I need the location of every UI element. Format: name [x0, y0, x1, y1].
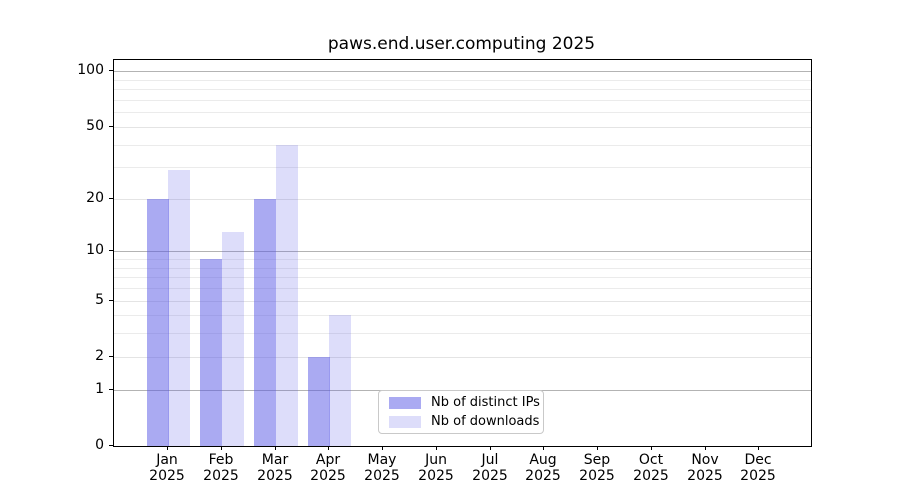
plot-area [113, 59, 812, 447]
gridline-minor [114, 315, 811, 316]
gridline-major [114, 71, 811, 72]
x-axis-tick-label: Jul 2025 [472, 452, 508, 484]
legend-swatch-distinct-ips [389, 396, 421, 409]
gridline-minor [114, 112, 811, 113]
x-tick-mark [490, 446, 491, 450]
x-tick-mark [221, 446, 222, 450]
x-axis-tick-label: Apr 2025 [310, 452, 346, 484]
x-axis-tick-label: Mar 2025 [257, 452, 293, 484]
x-tick-mark [705, 446, 706, 450]
gridline [114, 301, 811, 302]
y-axis-tick-label: 20 [86, 190, 104, 206]
x-axis-tick-label: May 2025 [364, 452, 400, 484]
y-axis-tick-label: 1 [95, 381, 104, 397]
gridline-major [114, 251, 811, 252]
y-tick-mark [109, 445, 113, 446]
gridline-minor [114, 259, 811, 260]
y-tick-mark [109, 198, 113, 199]
x-tick-mark [382, 446, 383, 450]
gridline [114, 127, 811, 128]
y-axis-tick-label: 50 [86, 118, 104, 134]
x-axis-tick-label: Oct 2025 [633, 452, 669, 484]
legend-item-distinct-ips: Nb of distinct IPs [379, 395, 543, 410]
gridline-minor [114, 167, 811, 168]
gridline-minor [114, 333, 811, 334]
bar-downloads [329, 315, 351, 446]
gridline-minor [114, 145, 811, 146]
legend-label-distinct-ips: Nb of distinct IPs [431, 395, 540, 410]
gridline-minor [114, 80, 811, 81]
x-tick-mark [328, 446, 329, 450]
x-tick-mark [167, 446, 168, 450]
y-tick-mark [109, 250, 113, 251]
x-axis-tick-label: Dec 2025 [740, 452, 776, 484]
bar-downloads [276, 145, 298, 446]
y-tick-mark [109, 70, 113, 71]
bar-downloads [168, 170, 190, 446]
y-axis-tick-label: 0 [95, 437, 104, 453]
x-axis-tick-label: Sep 2025 [579, 452, 615, 484]
y-axis-tick-label: 10 [86, 242, 104, 258]
x-axis-tick-label: Aug 2025 [525, 452, 561, 484]
y-axis-tick-label: 100 [77, 62, 104, 78]
x-tick-mark [275, 446, 276, 450]
bar-distinct-ips [308, 357, 330, 446]
gridline [114, 199, 811, 200]
gridline [114, 357, 811, 358]
y-axis-tick-label: 5 [95, 292, 104, 308]
y-tick-mark [109, 389, 113, 390]
x-axis-tick-label: Feb 2025 [203, 452, 239, 484]
x-axis-tick-label: Nov 2025 [687, 452, 723, 484]
gridline-minor [114, 288, 811, 289]
gridline-minor [114, 100, 811, 101]
bar-distinct-ips [254, 199, 276, 446]
legend-label-downloads: Nb of downloads [431, 414, 540, 429]
x-tick-mark [436, 446, 437, 450]
x-tick-mark [758, 446, 759, 450]
bar-downloads [222, 232, 244, 446]
legend: Nb of distinct IPs Nb of downloads [378, 390, 544, 434]
gridline-minor [114, 277, 811, 278]
x-tick-mark [543, 446, 544, 450]
x-tick-mark [651, 446, 652, 450]
x-axis-tick-label: Jan 2025 [149, 452, 185, 484]
x-axis-tick-label: Jun 2025 [418, 452, 454, 484]
y-tick-mark [109, 356, 113, 357]
gridline-minor [114, 268, 811, 269]
gridline-minor [114, 89, 811, 90]
legend-swatch-downloads [389, 415, 421, 428]
bar-distinct-ips [200, 259, 222, 446]
bar-distinct-ips [147, 199, 169, 446]
x-tick-mark [597, 446, 598, 450]
y-axis-tick-label: 2 [95, 348, 104, 364]
legend-item-downloads: Nb of downloads [379, 414, 543, 429]
y-tick-mark [109, 300, 113, 301]
chart-title: paws.end.user.computing 2025 [327, 34, 596, 54]
y-tick-mark [109, 126, 113, 127]
